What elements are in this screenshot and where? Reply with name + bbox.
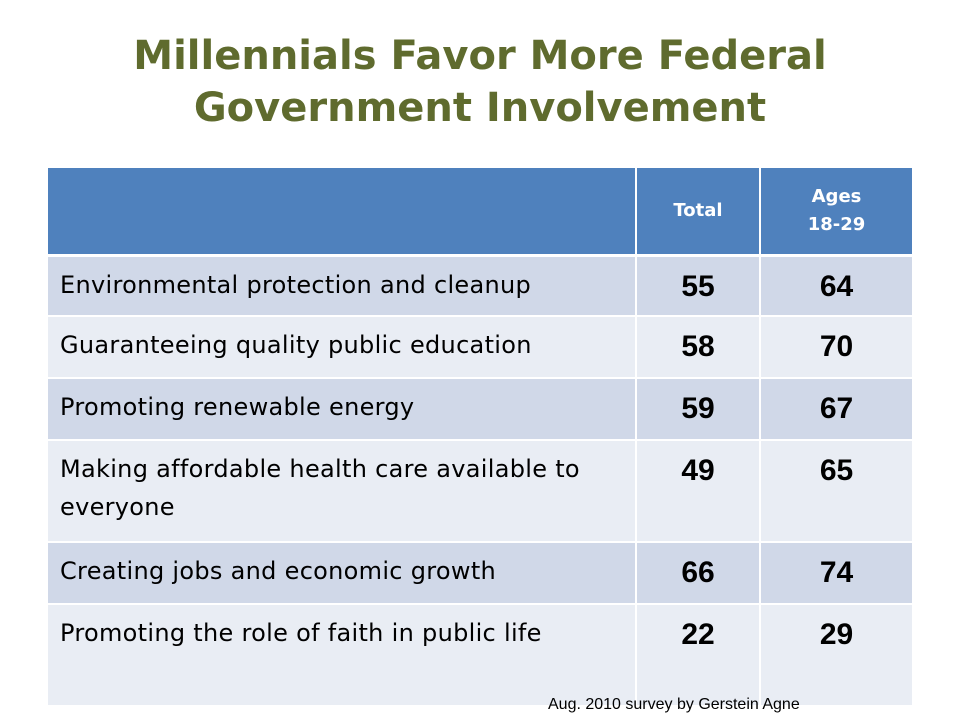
table-header-row: Total Ages 18-29 — [48, 168, 912, 257]
ages-value: 74 — [759, 541, 912, 605]
total-value: 58 — [635, 315, 761, 379]
title-line-2: Government Involvement — [193, 85, 767, 131]
title-line-1: Millennials Favor More Federal — [133, 33, 827, 79]
total-value: 55 — [635, 254, 761, 317]
table-row: Promoting the role of faith in public li… — [48, 603, 912, 707]
ages-value: 67 — [759, 377, 912, 441]
page-title: Millennials Favor More Federal Governmen… — [40, 30, 920, 134]
total-value: 66 — [635, 541, 761, 605]
ages-value: 64 — [759, 254, 912, 317]
ages-value: 65 — [759, 439, 912, 543]
table-row: Environmental protection and cleanup 55 … — [48, 254, 912, 317]
row-label: Environmental protection and cleanup — [48, 254, 637, 317]
header-ages-line-2: 18-29 — [807, 214, 866, 235]
table-row: Creating jobs and economic growth 66 74 — [48, 541, 912, 605]
header-ages-line-1: Ages — [811, 186, 862, 207]
header-ages: Ages 18-29 — [759, 168, 912, 257]
row-label: Promoting renewable energy — [48, 377, 637, 441]
row-label: Making affordable health care available … — [48, 439, 637, 543]
row-label: Promoting the role of faith in public li… — [48, 603, 637, 707]
table-row: Making affordable health care available … — [48, 439, 912, 543]
row-label: Creating jobs and economic growth — [48, 541, 637, 605]
total-value: 49 — [635, 439, 761, 543]
table-row: Promoting renewable energy 59 67 — [48, 377, 912, 441]
table-row: Guaranteeing quality public education 58… — [48, 315, 912, 379]
total-value: 59 — [635, 377, 761, 441]
ages-value: 70 — [759, 315, 912, 379]
total-value: 22 — [635, 603, 761, 707]
row-label: Guaranteeing quality public education — [48, 315, 637, 379]
source-note: Aug. 2010 survey by Gerstein Agne — [548, 696, 800, 713]
header-total: Total — [635, 168, 761, 257]
header-label-cell — [48, 168, 637, 257]
survey-table: Total Ages 18-29 Environmental protectio… — [48, 168, 912, 707]
ages-value: 29 — [759, 603, 912, 707]
